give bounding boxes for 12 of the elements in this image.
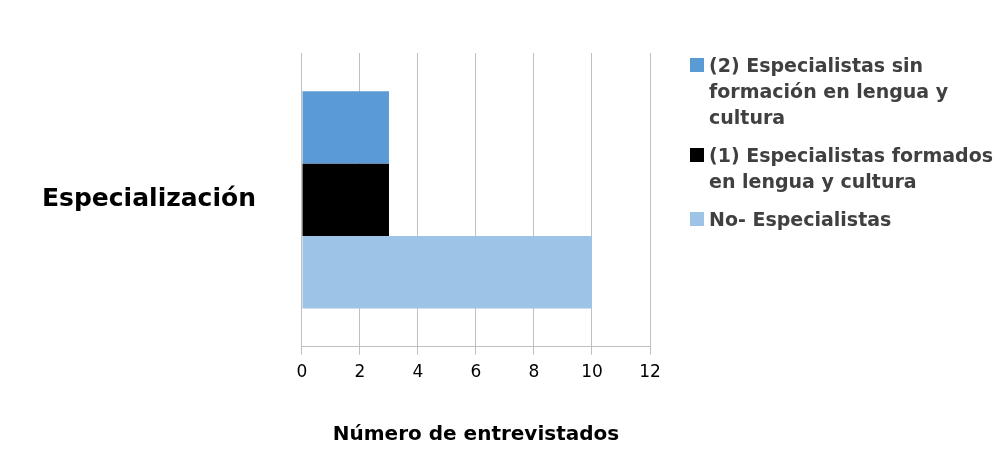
legend-label: (2) Especialistas sin formación en lengua y cultura	[709, 53, 950, 130]
legend-label: No- Especialistas	[709, 207, 892, 232]
x-tick-label: 8	[528, 361, 540, 382]
x-tick-label: 12	[639, 361, 661, 382]
x-tick-label: 4	[412, 361, 424, 382]
y-tick-label: Especialización	[41, 183, 256, 213]
x-tick-label: 10	[581, 361, 603, 382]
x-tick-label: 6	[470, 361, 482, 382]
legend-label: (1) Especialistas formados en lengua y cultura	[709, 143, 994, 194]
x-tick-label: 0	[296, 361, 308, 382]
x-tick-label: 2	[354, 361, 366, 382]
x-axis-title: Número de entrevistados	[332, 421, 620, 446]
